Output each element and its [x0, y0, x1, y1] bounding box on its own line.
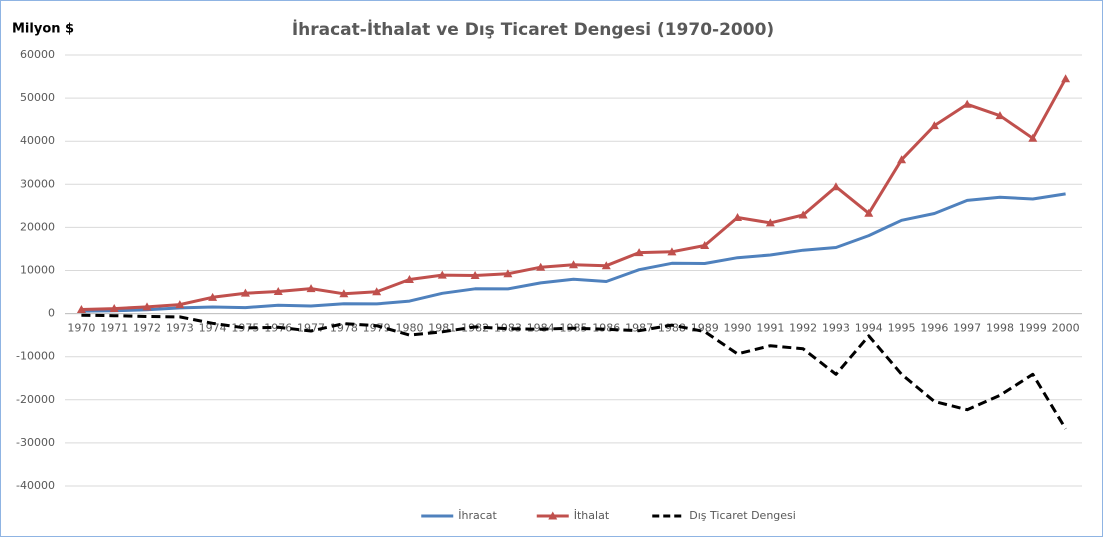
x-tick-label: 1979	[363, 322, 391, 335]
marker	[109, 304, 119, 313]
marker	[634, 248, 644, 257]
y-tick-label: 20000	[20, 220, 55, 233]
marker	[240, 288, 250, 297]
marker	[273, 286, 283, 295]
x-tick-label: 2000	[1052, 322, 1080, 335]
marker	[1028, 133, 1038, 142]
marker	[864, 208, 874, 217]
legend-marker	[548, 511, 558, 520]
x-tick-label: 1991	[756, 322, 784, 335]
y-axis-label: Milyon $	[12, 22, 74, 37]
marker	[437, 270, 447, 279]
y-tick-label: -30000	[16, 436, 55, 449]
y-tick-label: 0	[48, 307, 55, 320]
x-tick-label: 1989	[691, 322, 719, 335]
y-tick-label: 40000	[20, 134, 55, 147]
x-tick-label: 1987	[625, 322, 653, 335]
marker	[142, 302, 152, 311]
marker	[372, 287, 382, 296]
marker	[339, 289, 349, 298]
y-tick-label: -10000	[16, 350, 55, 363]
x-tick-label: 1999	[1019, 322, 1047, 335]
marker	[76, 305, 86, 314]
x-tick-label: 1974	[199, 322, 227, 335]
marker	[601, 261, 611, 270]
x-tick-label: 1993	[822, 322, 850, 335]
series-line	[81, 313, 1067, 430]
x-tick-label: 1990	[724, 322, 752, 335]
x-tick-label: 1997	[953, 322, 981, 335]
x-tick-label: 1971	[100, 322, 128, 335]
marker	[733, 212, 743, 221]
legend-label: İthalat	[574, 509, 610, 522]
chart-title: İhracat-İthalat ve Dış Ticaret Dengesi (…	[292, 18, 774, 40]
marker	[404, 275, 414, 284]
y-tick-label: 30000	[20, 177, 55, 190]
marker	[798, 210, 808, 219]
x-tick-label: 1980	[395, 322, 423, 335]
marker	[569, 260, 578, 269]
x-tick-label: 1977	[297, 322, 325, 335]
y-tick-label: -40000	[16, 479, 55, 492]
y-tick-label: 60000	[20, 48, 55, 61]
marker	[995, 111, 1005, 120]
legend-label: Dış Ticaret Dengesi	[689, 509, 796, 522]
legend-label: İhracat	[458, 509, 497, 522]
x-tick-label: 1995	[888, 322, 916, 335]
series-line	[81, 192, 1066, 313]
x-tick-label: 1992	[789, 322, 817, 335]
marker	[536, 262, 546, 271]
marker	[470, 270, 480, 279]
x-tick-label: 1986	[592, 322, 620, 335]
x-tick-label: 1973	[166, 322, 194, 335]
marker	[1061, 74, 1071, 83]
marker	[306, 284, 316, 293]
x-tick-label: 1998	[986, 322, 1014, 335]
y-tick-label: 50000	[20, 91, 55, 104]
x-tick-label: 1970	[67, 322, 95, 335]
marker	[667, 247, 677, 256]
x-tick-label: 1972	[133, 322, 161, 335]
marker	[897, 155, 907, 164]
x-tick-label: 1994	[855, 322, 883, 335]
y-tick-label: -20000	[16, 393, 55, 406]
marker	[929, 121, 939, 130]
x-tick-label: 1975	[231, 322, 259, 335]
marker	[503, 269, 513, 278]
x-tick-label: 1996	[920, 322, 948, 335]
marker	[700, 241, 710, 250]
y-tick-label: 10000	[20, 264, 55, 277]
marker	[765, 218, 775, 227]
x-tick-label: 1983	[494, 322, 522, 335]
marker	[962, 99, 972, 108]
marker	[175, 300, 185, 309]
marker	[831, 182, 841, 191]
marker	[208, 292, 218, 301]
